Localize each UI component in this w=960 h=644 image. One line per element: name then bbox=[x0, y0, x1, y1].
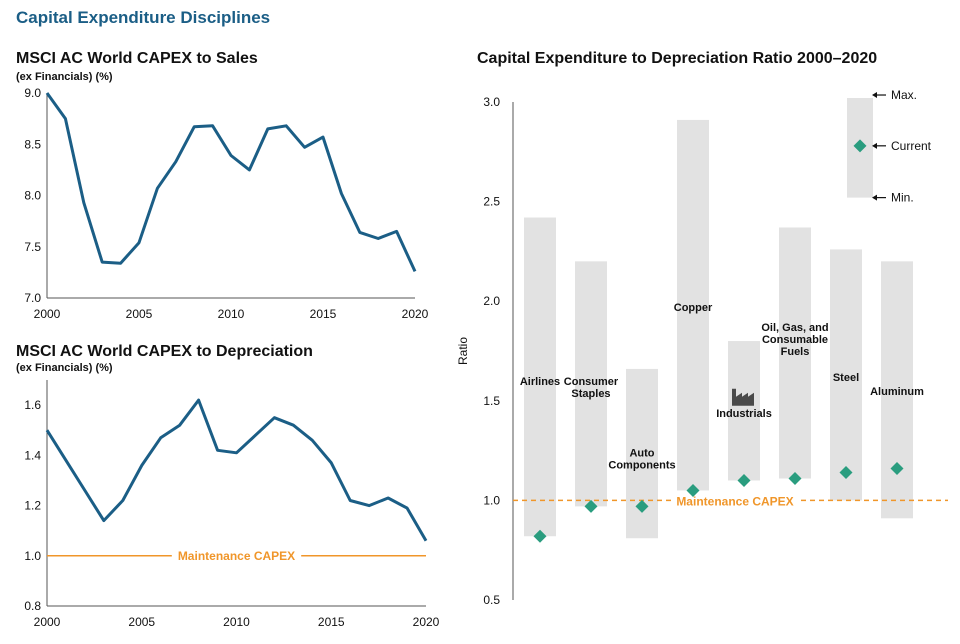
chart1-x-tick-label: 2000 bbox=[34, 307, 61, 321]
chart3-y-tick-label: 2.0 bbox=[483, 294, 500, 308]
chart3-y-axis-label: Ratio bbox=[456, 337, 470, 365]
category-label: Airlines bbox=[520, 376, 560, 388]
category-label: Industrials bbox=[716, 408, 772, 420]
chart2-y-tick-label: 0.8 bbox=[24, 599, 41, 613]
category-label: Staples bbox=[571, 388, 610, 400]
chart2-x-tick-label: 2005 bbox=[128, 615, 155, 629]
legend-max-label: Max. bbox=[891, 88, 917, 102]
current-marker bbox=[788, 471, 802, 485]
category-label: Aluminum bbox=[870, 386, 924, 398]
current-marker bbox=[533, 529, 547, 543]
legend-min-label: Min. bbox=[891, 191, 914, 205]
category-label: Steel bbox=[833, 372, 859, 384]
chart1-y-tick-label: 7.0 bbox=[24, 291, 41, 305]
chart1-x-tick-label: 2005 bbox=[126, 307, 153, 321]
chart2-y-tick-label: 1.2 bbox=[24, 499, 41, 513]
chart3-reference-label: Maintenance CAPEX bbox=[676, 494, 793, 508]
current-marker bbox=[890, 462, 904, 476]
chart2-y-tick-label: 1.4 bbox=[24, 448, 41, 462]
legend-max-arrow-head bbox=[872, 92, 877, 99]
chart1-y-tick-label: 7.5 bbox=[24, 240, 41, 254]
chart1-y-tick-label: 8.5 bbox=[24, 137, 41, 151]
chart1-x-tick-label: 2020 bbox=[402, 307, 429, 321]
current-marker bbox=[737, 473, 751, 487]
chart2-reference-label: Maintenance CAPEX bbox=[178, 549, 295, 563]
chart3-y-tick-label: 1.5 bbox=[483, 394, 500, 408]
range-bar bbox=[677, 119, 709, 491]
range-bar bbox=[881, 261, 913, 519]
category-label: Copper bbox=[674, 302, 713, 314]
range-bar bbox=[524, 217, 556, 537]
chart3-y-tick-label: 0.5 bbox=[483, 593, 500, 607]
category-label: Auto bbox=[629, 448, 654, 460]
legend-current-label: Current bbox=[891, 139, 932, 153]
chart2-x-tick-label: 2015 bbox=[318, 615, 345, 629]
factory-icon bbox=[732, 388, 754, 406]
chart1-title: MSCI AC World CAPEX to Sales bbox=[16, 50, 258, 67]
chart1-subtitle: (ex Financials) (%) bbox=[16, 71, 113, 83]
chart1-x-tick-label: 2015 bbox=[310, 307, 337, 321]
chart3-y-tick-label: 1.0 bbox=[483, 493, 500, 507]
chart2-series-line bbox=[45, 398, 428, 542]
category-label: Consumer bbox=[564, 376, 619, 388]
current-marker bbox=[839, 466, 853, 480]
current-marker bbox=[635, 499, 649, 513]
chart3-reference-label-bg bbox=[672, 494, 798, 507]
range-bar bbox=[728, 341, 760, 481]
chart2-y-tick-label: 1.6 bbox=[24, 398, 41, 412]
current-marker bbox=[686, 483, 700, 497]
range-bar bbox=[830, 249, 862, 501]
range-bar bbox=[779, 227, 811, 479]
category-label: Consumable bbox=[762, 334, 828, 346]
chart3-title: Capital Expenditure to Depreciation Rati… bbox=[477, 50, 878, 67]
chart1-x-tick-label: 2010 bbox=[218, 307, 245, 321]
chart3-y-tick-label: 3.0 bbox=[483, 95, 500, 109]
legend-current-arrow-head bbox=[872, 142, 877, 149]
chart2-subtitle: (ex Financials) (%) bbox=[16, 362, 113, 374]
chart2-x-tick-label: 2000 bbox=[34, 615, 61, 629]
legend-min-arrow-head bbox=[872, 194, 877, 201]
chart2-title: MSCI AC World CAPEX to Depreciation bbox=[16, 343, 313, 360]
chart1-y-tick-label: 8.0 bbox=[24, 189, 41, 203]
range-bar bbox=[575, 261, 607, 507]
page-title: Capital Expenditure Disciplines bbox=[16, 8, 271, 27]
legend-current-marker bbox=[853, 139, 867, 153]
chart3-y-tick-label: 2.5 bbox=[483, 195, 500, 209]
current-marker bbox=[584, 499, 598, 513]
chart2-x-tick-label: 2020 bbox=[413, 615, 440, 629]
category-label: Fuels bbox=[781, 346, 810, 358]
chart1-y-tick-label: 9.0 bbox=[24, 86, 41, 100]
chart1-series-line bbox=[45, 92, 417, 273]
chart2-x-tick-label: 2010 bbox=[223, 615, 250, 629]
category-label: Components bbox=[608, 460, 675, 472]
chart2-y-tick-label: 1.0 bbox=[24, 549, 41, 563]
category-label: Oil, Gas, and bbox=[761, 322, 828, 334]
